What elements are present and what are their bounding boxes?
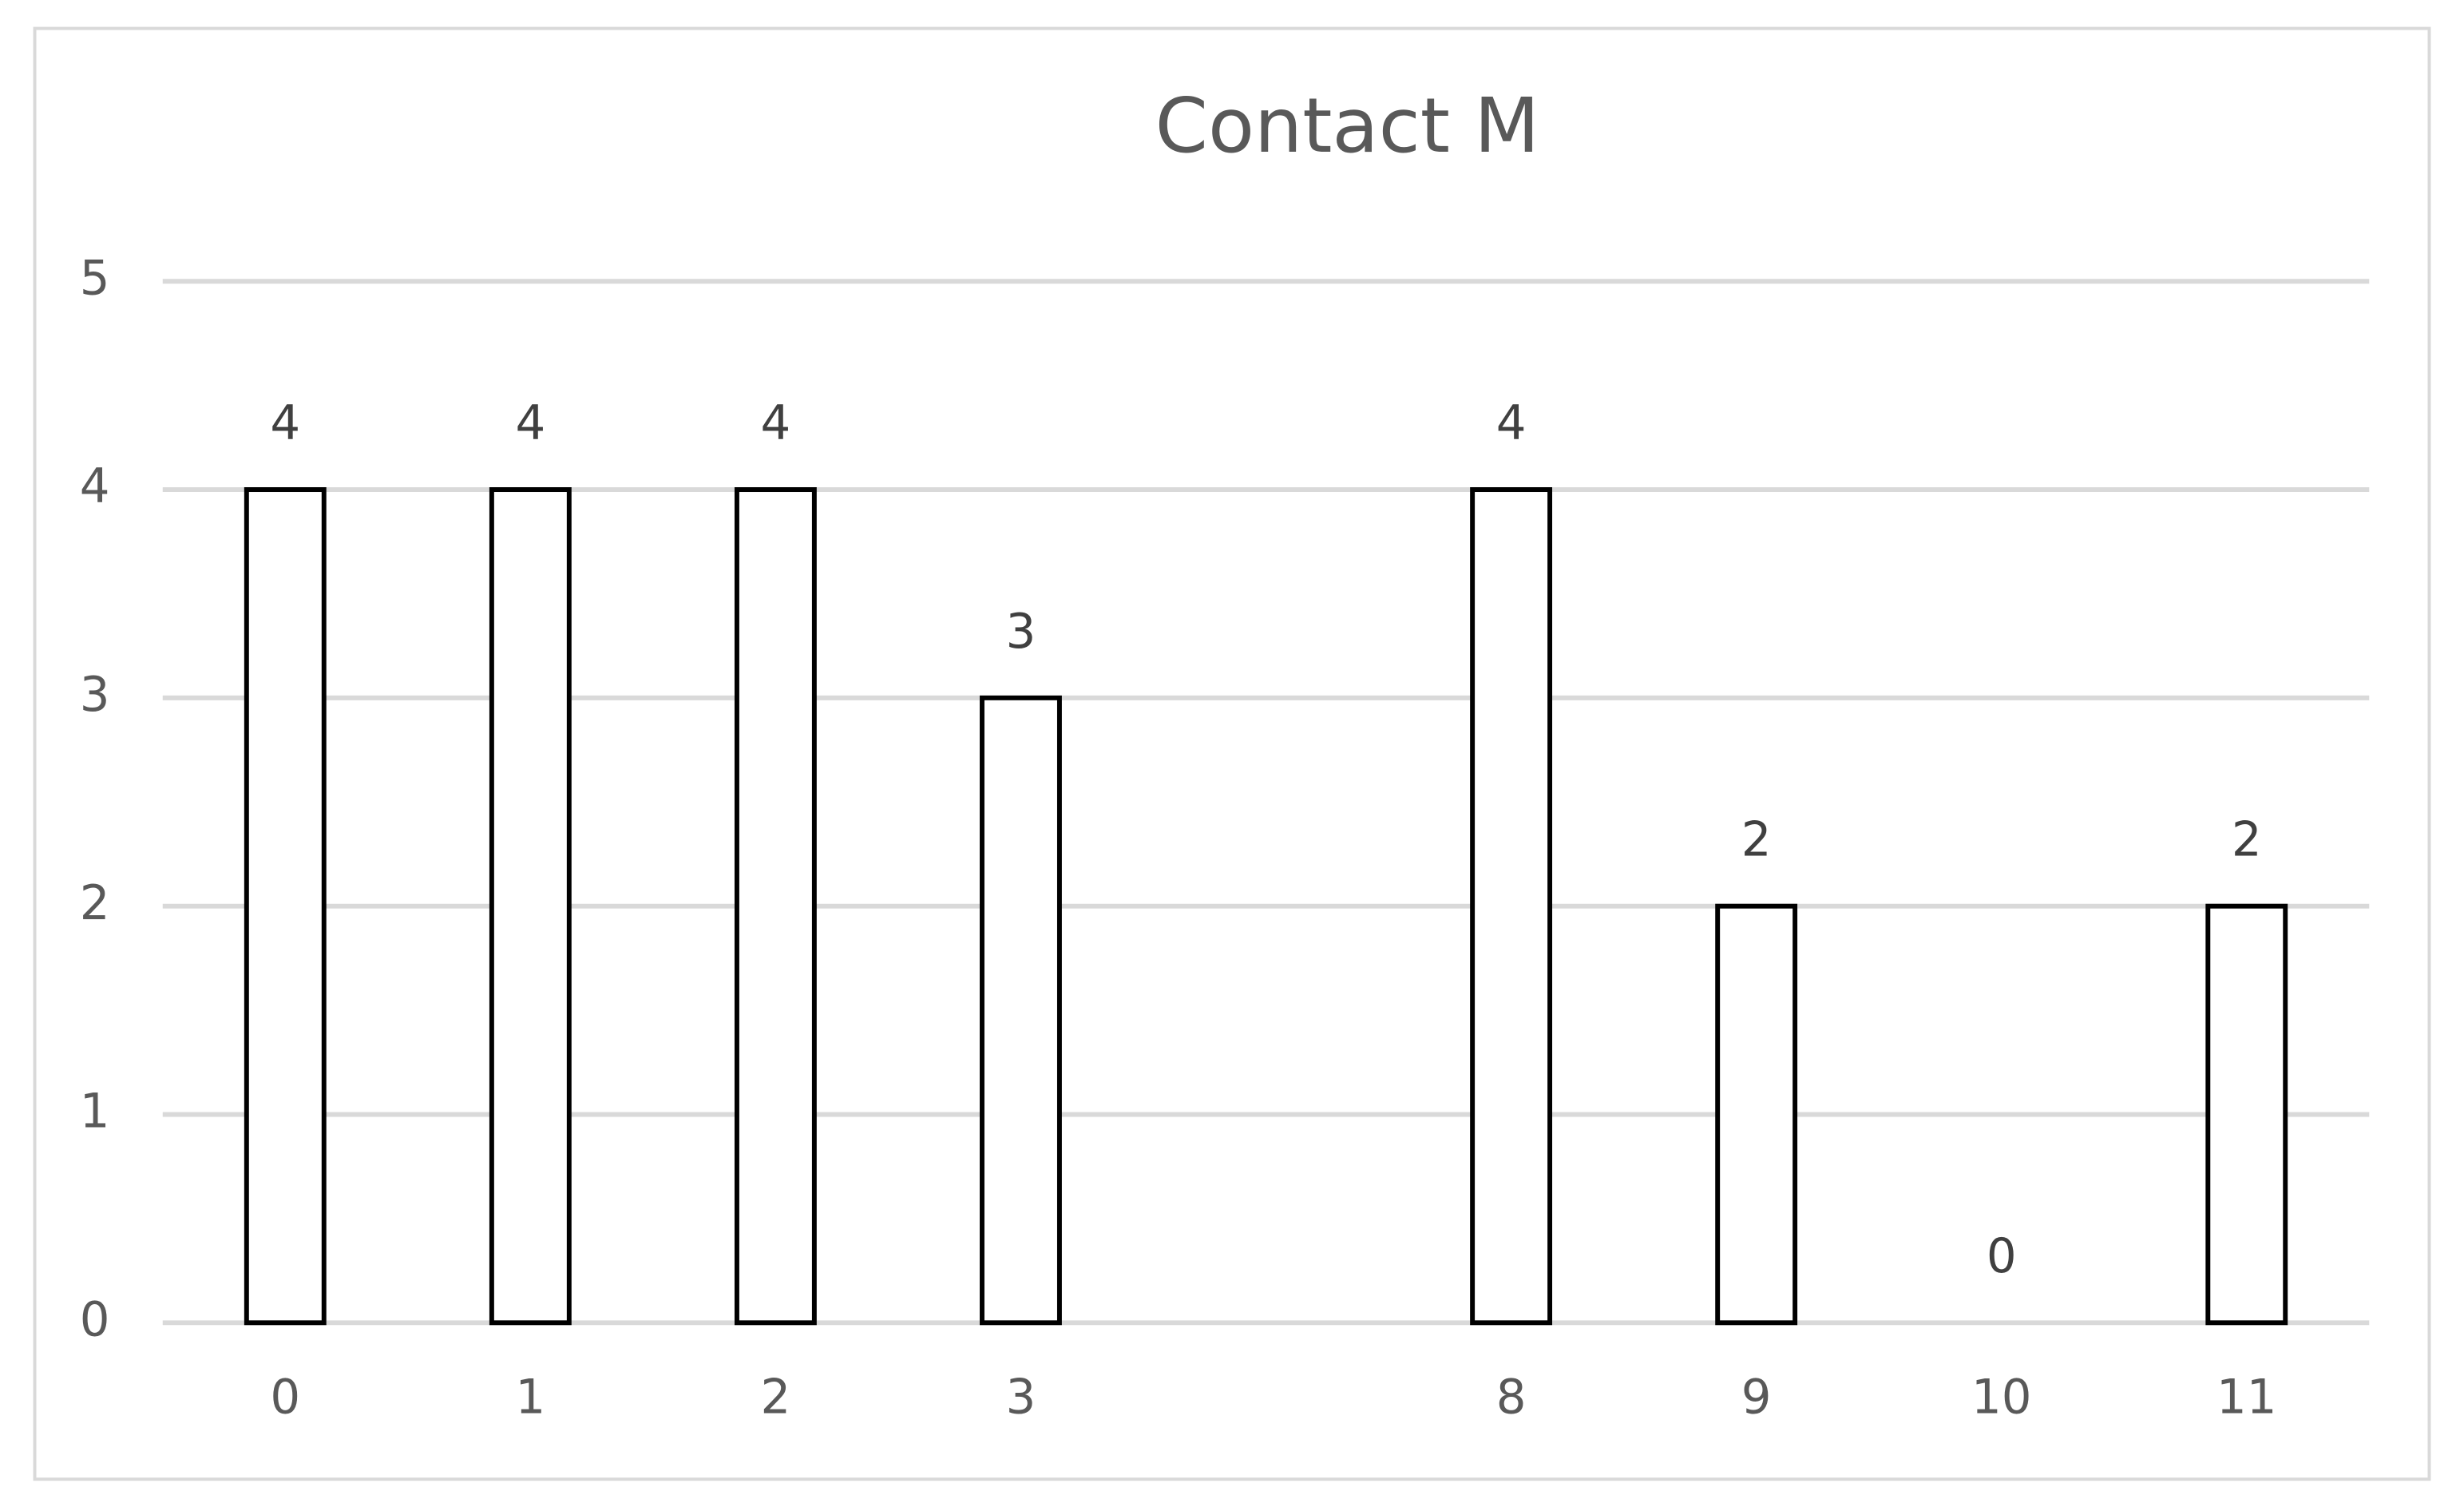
y-tick-label: 3 — [80, 667, 110, 722]
bar — [734, 487, 817, 1326]
y-tick-label: 0 — [80, 1291, 110, 1346]
x-tick-label: 1 — [515, 1369, 545, 1424]
data-label: 0 — [1987, 1228, 2017, 1283]
y-tick-label: 2 — [80, 875, 110, 930]
bar — [489, 487, 572, 1326]
data-label: 4 — [270, 395, 300, 450]
data-label: 4 — [515, 395, 545, 450]
x-tick-label: 0 — [270, 1369, 300, 1424]
x-tick-label: 8 — [1496, 1369, 1527, 1424]
x-tick-label: 2 — [761, 1369, 791, 1424]
x-tick-label: 11 — [2216, 1369, 2277, 1424]
data-label: 2 — [1741, 812, 1772, 867]
bar — [980, 695, 1062, 1326]
bar — [1715, 903, 1798, 1326]
bar — [244, 487, 327, 1326]
y-tick-label: 5 — [80, 250, 110, 305]
chart-title: Contact M — [1155, 82, 1539, 170]
x-tick-label: 3 — [1006, 1369, 1036, 1424]
bar — [2205, 903, 2288, 1326]
data-label: 2 — [2232, 812, 2262, 867]
data-label: 4 — [1496, 395, 1527, 450]
data-label: 4 — [761, 395, 791, 450]
x-tick-label: 10 — [1971, 1369, 2032, 1424]
y-tick-label: 4 — [80, 458, 110, 514]
data-label: 3 — [1006, 604, 1036, 659]
chart-border — [33, 26, 2431, 1481]
bar — [1470, 487, 1553, 1326]
y-tick-label: 1 — [80, 1084, 110, 1139]
x-tick-label: 9 — [1741, 1369, 1772, 1424]
